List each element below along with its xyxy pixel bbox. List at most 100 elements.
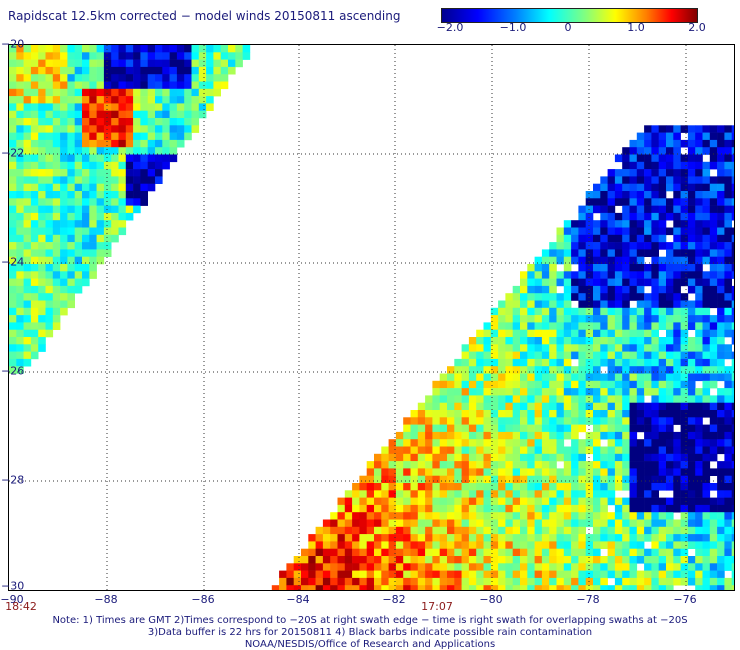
data-cell <box>169 88 178 97</box>
data-cell <box>498 329 506 338</box>
data-cell <box>709 315 718 323</box>
data-cell <box>45 300 54 309</box>
data-cell <box>103 176 112 184</box>
data-cell <box>23 81 32 90</box>
data-cell <box>359 548 367 557</box>
data-cell <box>82 227 90 236</box>
data-cell <box>593 453 601 462</box>
data-cell <box>111 45 119 53</box>
data-cell <box>468 577 477 586</box>
data-cell <box>184 125 192 133</box>
data-cell <box>709 125 718 133</box>
data-cell <box>118 227 127 236</box>
data-cell <box>468 344 477 352</box>
data-cell <box>658 344 667 352</box>
data-cell <box>629 497 638 506</box>
data-cell <box>133 183 141 192</box>
data-cell <box>140 52 148 60</box>
data-cell <box>30 139 39 148</box>
data-cell <box>651 468 659 476</box>
data-cell <box>549 453 557 462</box>
data-cell <box>16 139 24 148</box>
data-cell <box>731 577 734 586</box>
data-cell <box>534 395 543 403</box>
data-cell <box>636 577 645 586</box>
data-cell <box>644 402 652 411</box>
data-cell <box>636 191 645 199</box>
data-cell <box>512 541 521 549</box>
data-cell <box>82 242 90 250</box>
data-cell <box>724 344 732 352</box>
data-cell <box>571 373 579 382</box>
data-cell <box>330 512 338 520</box>
data-cell <box>96 118 105 126</box>
data-cell <box>52 227 61 236</box>
data-cell <box>695 212 703 221</box>
data-cell <box>38 220 46 228</box>
data-cell <box>140 191 148 199</box>
data-cell <box>60 118 68 126</box>
data-cell <box>520 329 528 338</box>
data-cell <box>614 563 623 571</box>
data-cell <box>206 81 214 90</box>
data-cell <box>644 169 652 177</box>
data-cell <box>103 191 112 199</box>
data-cell <box>490 358 499 367</box>
data-cell <box>30 351 39 360</box>
data-cell <box>600 337 608 345</box>
data-cell <box>680 497 689 506</box>
data-cell <box>658 300 667 309</box>
data-cell <box>673 490 681 498</box>
data-cell <box>220 45 229 53</box>
data-cell <box>571 417 579 425</box>
data-cell <box>651 475 659 484</box>
data-cell <box>447 446 455 455</box>
data-cell <box>67 81 75 90</box>
data-cell <box>629 147 638 155</box>
data-cell <box>198 88 207 97</box>
data-cell <box>425 417 433 425</box>
data-cell <box>16 125 24 133</box>
data-cell <box>425 475 433 484</box>
data-cell <box>666 519 674 528</box>
data-cell <box>622 154 630 163</box>
data-cell <box>614 366 623 374</box>
data-cell <box>512 526 521 535</box>
data-cell <box>439 504 448 513</box>
data-cell <box>352 497 360 506</box>
data-cell <box>731 125 734 133</box>
data-cell <box>23 205 32 214</box>
data-cell <box>629 483 638 491</box>
data-cell <box>571 380 579 389</box>
data-cell <box>709 570 718 579</box>
data-cell <box>439 570 448 579</box>
data-cell <box>571 431 579 440</box>
data-cell <box>709 147 718 155</box>
data-cell <box>651 293 659 301</box>
data-cell <box>23 315 32 323</box>
data-cell <box>702 212 711 221</box>
data-cell <box>658 242 667 250</box>
data-cell <box>636 278 645 287</box>
data-cell <box>133 110 141 119</box>
data-cell <box>198 59 207 68</box>
data-cell <box>89 205 97 214</box>
data-cell <box>96 74 105 82</box>
data-cell <box>147 132 156 141</box>
data-cell <box>82 256 90 265</box>
data-cell <box>74 278 83 287</box>
data-cell <box>571 585 579 590</box>
data-cell <box>717 198 725 206</box>
data-cell <box>417 577 426 586</box>
data-cell <box>82 220 90 228</box>
data-cell <box>622 556 630 564</box>
data-cell <box>695 205 703 214</box>
data-cell <box>600 315 608 323</box>
data-cell <box>60 59 68 68</box>
data-cell <box>614 373 623 382</box>
data-cell <box>702 322 711 330</box>
data-cell <box>600 227 608 236</box>
data-cell <box>461 366 470 374</box>
data-cell <box>578 417 586 425</box>
data-cell <box>67 139 75 148</box>
